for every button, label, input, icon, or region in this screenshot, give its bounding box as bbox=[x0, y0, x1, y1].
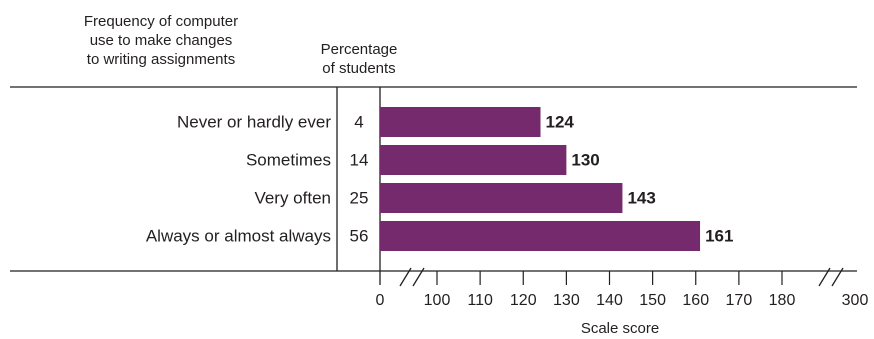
category-title-line-1: Frequency of computer bbox=[83, 13, 239, 30]
percentage-labels: 4 14 25 56 bbox=[350, 113, 369, 246]
axis-break-left bbox=[399, 267, 425, 287]
x-tick-label: 300 bbox=[842, 292, 869, 309]
x-tick-label: 100 bbox=[424, 292, 451, 309]
x-tick-label: 160 bbox=[682, 292, 709, 309]
percentage-column-title: Percentage of students bbox=[304, 40, 414, 78]
bar bbox=[380, 221, 701, 251]
category-label: Always or almost always bbox=[146, 227, 331, 246]
value-label: 130 bbox=[571, 151, 599, 170]
x-tick-label: 170 bbox=[726, 292, 753, 309]
value-label: 124 bbox=[546, 113, 575, 132]
percentage-label: 56 bbox=[350, 227, 369, 246]
category-label: Never or hardly ever bbox=[177, 113, 331, 132]
x-tick-label: 130 bbox=[553, 292, 580, 309]
category-title-line-2: use to make changes bbox=[89, 32, 233, 49]
x-tick-label: 0 bbox=[376, 292, 385, 309]
percentage-title-line-1: Percentage bbox=[320, 41, 398, 58]
category-label: Sometimes bbox=[246, 151, 331, 170]
x-tick-label: 120 bbox=[510, 292, 537, 309]
category-title-line-3: to writing assignments bbox=[86, 51, 236, 68]
x-tick-label: 140 bbox=[596, 292, 623, 309]
percentage-label: 25 bbox=[350, 189, 369, 208]
value-label: 143 bbox=[627, 189, 655, 208]
percentage-title-line-2: of students bbox=[322, 60, 396, 77]
value-labels: 124 130 143 161 bbox=[546, 113, 734, 246]
bars bbox=[380, 107, 701, 251]
x-tick-label: 110 bbox=[467, 292, 493, 309]
category-labels: Never or hardly ever Sometimes Very often A… bbox=[146, 113, 331, 246]
x-axis-title: Scale score bbox=[581, 320, 659, 337]
value-label: 161 bbox=[705, 227, 733, 246]
x-axis-ticks: 0 100 110 120 130 140 150 160 170 180 300 bbox=[376, 271, 869, 309]
bar bbox=[380, 107, 541, 137]
bar bbox=[380, 145, 567, 175]
category-column-title: Frequency of computer use to make change… bbox=[52, 12, 270, 69]
axis-breaks bbox=[399, 267, 844, 287]
percentage-label: 14 bbox=[350, 151, 369, 170]
x-tick-label: 180 bbox=[769, 292, 796, 309]
category-label: Very often bbox=[254, 189, 331, 208]
x-tick-label: 150 bbox=[639, 292, 666, 309]
percentage-label: 4 bbox=[354, 113, 363, 132]
axis-break-right bbox=[818, 267, 844, 287]
bar bbox=[380, 183, 623, 213]
